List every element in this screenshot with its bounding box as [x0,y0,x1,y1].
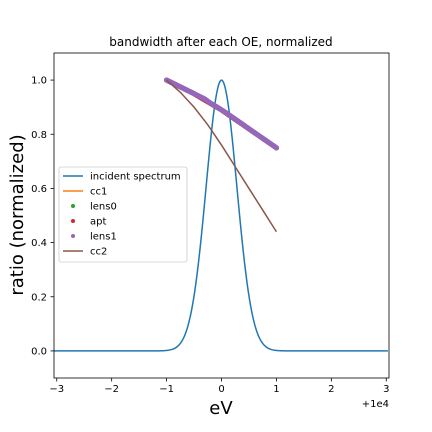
x-tick-label: 0 [218,384,224,395]
y-tick-label: 0.6 [31,184,47,195]
legend-item: incident spectrum [63,172,181,183]
y-axis-label: ratio (normalized) [7,134,28,295]
legend-label: lens0 [90,202,117,213]
y-tick-label: 0.0 [31,346,47,357]
series-line [166,79,278,233]
legend-swatch [71,234,75,238]
legend-label: apt [90,217,106,228]
series-line [54,79,388,352]
legend-item: cc1 [63,187,107,198]
x-axis: −3 −2 −1 0 1 2 3 [49,378,389,395]
legend-item: lens1 [71,232,117,243]
legend-label: cc1 [90,187,107,198]
legend-swatch [71,219,75,223]
y-axis: 0.0 0.2 0.4 0.6 0.8 1.0 [31,76,54,357]
legend-swatch [71,204,75,208]
series-cc2 [166,79,278,233]
axes-frame [53,52,390,379]
x-tick-label: −1 [159,384,174,395]
y-tick-label: 0.2 [31,292,47,303]
x-tick-label: −3 [49,384,64,395]
plot-area [54,77,388,352]
legend-label: incident spectrum [90,172,181,183]
legend-item: apt [71,217,106,228]
data-point [273,145,280,151]
x-offset-label: +1e4 [362,399,389,410]
x-tick-label: 2 [328,384,334,395]
x-axis-label: eV [209,398,233,419]
series-incident-spectrum [54,79,388,352]
legend-item: cc2 [63,247,107,258]
chart-title: bandwidth after each OE, normalized [109,35,332,49]
x-tick-label: −2 [104,384,119,395]
y-tick-label: 1.0 [31,76,47,87]
legend-label: lens1 [90,232,117,243]
legend-item: lens0 [71,202,117,213]
x-tick-label: 3 [383,384,389,395]
legend-label: cc2 [90,247,107,258]
x-tick-label: 1 [273,384,279,395]
y-tick-label: 0.8 [31,130,47,141]
y-tick-label: 0.4 [31,238,47,249]
legend: incident spectrum cc1 lens0 apt lens1 cc2 [58,166,188,263]
legend-box [58,166,188,263]
